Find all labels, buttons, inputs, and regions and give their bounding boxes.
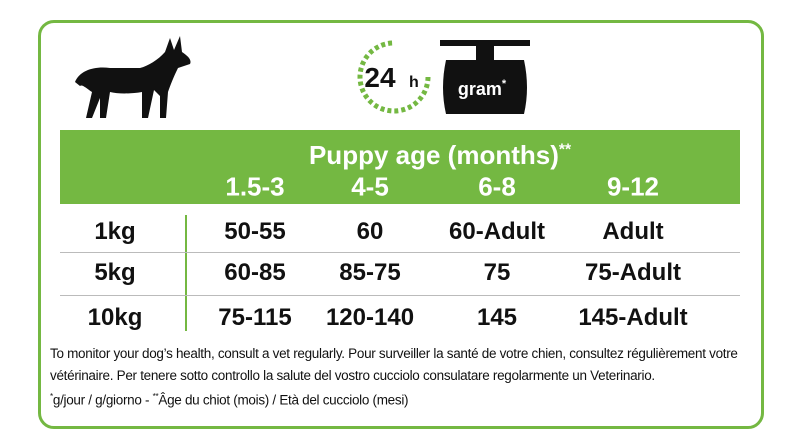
table-cell: 145-Adult [578, 304, 688, 331]
column-header: 9-12 [606, 171, 660, 202]
row-label: 1kg [94, 218, 136, 245]
footnote: To monitor your dog’s health, consult a … [50, 346, 738, 361]
table-cell: 75-115 [218, 304, 292, 331]
table-cell: 60 [356, 218, 384, 245]
row-line [60, 252, 740, 253]
dog-icon [75, 36, 191, 118]
table-cell: 75 [483, 259, 511, 286]
time-number: 24 [364, 62, 396, 93]
table-cell: 75-Adult [585, 259, 681, 286]
table-cell: 85-75 [339, 259, 401, 286]
card-border [38, 20, 764, 429]
time-unit: h [409, 74, 419, 91]
table-cell: Adult [602, 218, 664, 245]
column-header: 4-5 [351, 171, 389, 202]
scale-label: gram* [458, 78, 507, 99]
footnote: vétérinaire. Per tenere sotto controllo … [50, 368, 655, 383]
table-cell: 120-140 [325, 304, 415, 331]
column-header: 1.5-3 [225, 171, 285, 202]
header-title: Puppy age (months)** [308, 140, 572, 170]
time-icon: 24 h [357, 39, 432, 114]
table-cell: 145 [476, 304, 518, 331]
divider [185, 215, 187, 331]
table-cell: 50-55 [224, 218, 286, 245]
table-cell: 60-Adult [449, 218, 545, 245]
scale-icon: gram* [440, 40, 530, 114]
row-label: 5kg [94, 259, 136, 286]
table-cell: 60-85 [224, 259, 286, 286]
row-label: 10kg [87, 304, 143, 331]
row-line [60, 295, 740, 296]
footnote: *g/jour / g/giorno - **Âge du chiot (moi… [50, 392, 409, 408]
header-band [60, 130, 740, 204]
column-header: 6-8 [478, 171, 516, 202]
